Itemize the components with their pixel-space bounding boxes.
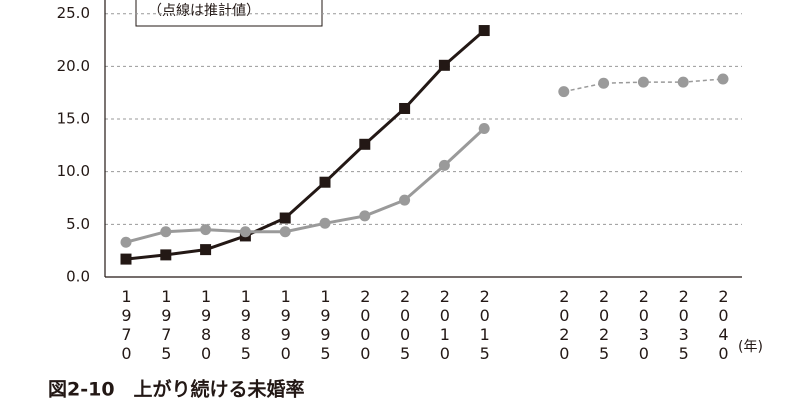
marker xyxy=(478,25,490,37)
marker xyxy=(120,253,132,265)
x-unit: (年) xyxy=(738,339,763,355)
marker xyxy=(279,212,291,224)
marker xyxy=(558,86,570,98)
y-tick-label: 20.0 xyxy=(57,57,90,75)
x-tick-label: 2020 xyxy=(554,287,574,363)
marker xyxy=(200,244,212,256)
x-tick-label: 1990 xyxy=(276,287,296,363)
y-tick-label: 25.0 xyxy=(57,4,90,22)
marker xyxy=(319,176,331,188)
marker xyxy=(359,210,371,222)
marker xyxy=(438,159,450,171)
y-tick-label: 5.0 xyxy=(66,215,90,233)
chart-title: 図2-10 上がり続ける未婚率 xyxy=(48,378,305,401)
marker xyxy=(160,249,172,261)
y-tick-label: 10.0 xyxy=(57,162,90,180)
x-tick-label: 1985 xyxy=(236,287,256,363)
marker xyxy=(637,76,649,88)
x-tick-label: 2000 xyxy=(355,287,375,363)
x-tick-label: 2035 xyxy=(674,287,694,363)
x-tick-label: 2010 xyxy=(435,287,455,363)
x-tick-label: 2030 xyxy=(634,287,654,363)
marker xyxy=(598,77,610,89)
marker xyxy=(399,102,411,114)
marker xyxy=(438,59,450,71)
marker xyxy=(478,122,490,134)
marker xyxy=(359,138,371,150)
series-line xyxy=(125,127,486,244)
x-tick-label: 2015 xyxy=(475,287,495,363)
x-tick-label: 1995 xyxy=(316,287,335,363)
x-tick-label: 1970 xyxy=(117,287,136,363)
x-tick-label: 2040 xyxy=(714,287,733,363)
x-tick-label: 1975 xyxy=(156,287,176,363)
marker xyxy=(120,236,132,248)
legend-note: （点線は推計値） xyxy=(148,3,260,19)
marker xyxy=(399,194,411,206)
marker xyxy=(200,224,212,236)
y-tick-label: 15.0 xyxy=(57,110,90,128)
marker xyxy=(677,76,689,88)
legend-box xyxy=(135,0,323,27)
x-tick-label: 1980 xyxy=(196,287,216,363)
marker xyxy=(160,226,172,238)
marker xyxy=(717,73,729,85)
marker xyxy=(239,226,251,238)
marker xyxy=(319,217,331,229)
x-tick-label: 2025 xyxy=(594,287,614,363)
x-tick-label: 2005 xyxy=(395,287,415,363)
marker xyxy=(279,226,291,238)
series-line xyxy=(125,29,486,261)
y-tick-label: 0.0 xyxy=(66,268,90,286)
